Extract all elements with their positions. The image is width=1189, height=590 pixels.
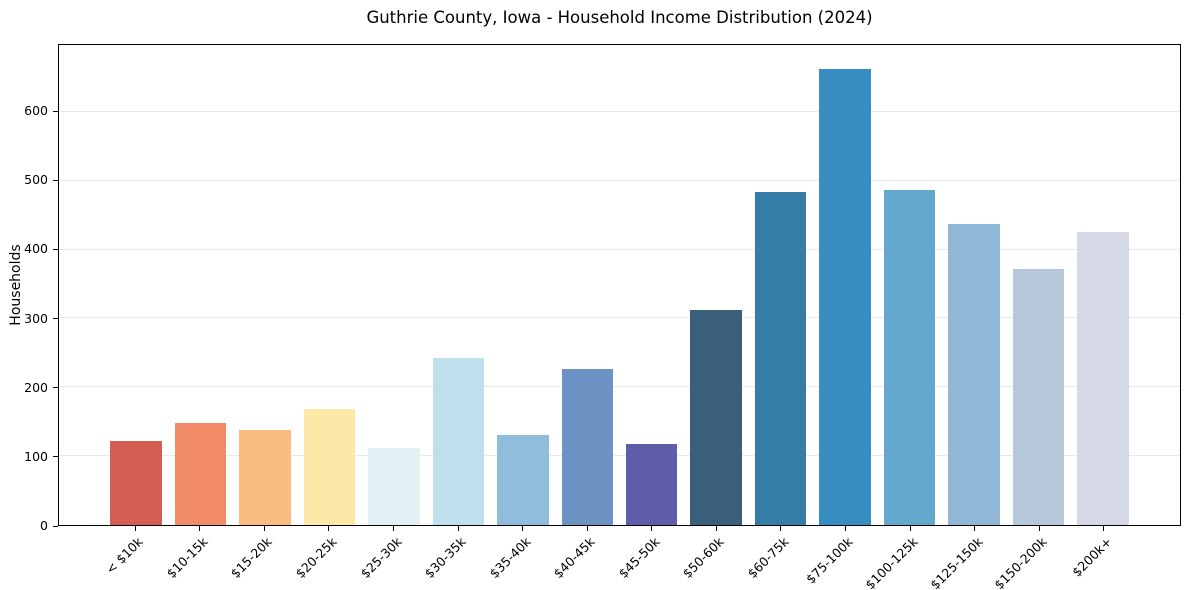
x-tick-label: < $10k bbox=[103, 534, 146, 577]
y-tick-mark bbox=[53, 248, 58, 250]
x-tick-mark bbox=[134, 526, 136, 531]
x-tick-mark bbox=[263, 526, 265, 531]
bar-slot bbox=[297, 45, 361, 525]
gridline bbox=[59, 317, 1180, 319]
bar-slot bbox=[877, 45, 941, 525]
y-tick-mark bbox=[53, 456, 58, 458]
bar-slot bbox=[555, 45, 619, 525]
y-tick-mark bbox=[53, 179, 58, 181]
y-tick-mark bbox=[53, 525, 58, 527]
bar-slot bbox=[426, 45, 490, 525]
gridline bbox=[59, 455, 1180, 457]
x-tick-mark bbox=[457, 526, 459, 531]
x-tick-mark bbox=[199, 526, 201, 531]
bar-slot bbox=[104, 45, 168, 525]
x-tick-mark bbox=[780, 526, 782, 531]
bar-slot bbox=[748, 45, 812, 525]
bar-slot bbox=[491, 45, 555, 525]
bar-slot bbox=[168, 45, 232, 525]
bar-slot bbox=[1071, 45, 1135, 525]
x-tick-mark bbox=[328, 526, 330, 531]
bar-slot bbox=[684, 45, 748, 525]
y-tick-label: 0 bbox=[40, 518, 48, 533]
bar-slot bbox=[942, 45, 1006, 525]
x-tick-mark bbox=[393, 526, 395, 531]
bar-$200k+ bbox=[1077, 231, 1129, 525]
gridline-layer bbox=[59, 45, 1180, 525]
bar-$30-35k bbox=[432, 358, 485, 525]
plot-area bbox=[58, 44, 1181, 526]
x-tick-mark bbox=[974, 526, 976, 531]
gridline bbox=[59, 110, 1180, 112]
bar-$125-150k bbox=[948, 224, 1000, 525]
bar-$100-125k bbox=[883, 190, 936, 525]
y-tick-label: 100 bbox=[24, 448, 48, 464]
x-tick-mark bbox=[1038, 526, 1040, 531]
bar-$35-40k bbox=[497, 434, 549, 525]
x-axis-ticks: < $10k $10-15k $15-20k $20-25k $25-30k $30-35… bbox=[58, 526, 1181, 590]
bar-$20-25k bbox=[303, 408, 356, 525]
bar-$150-200k bbox=[1012, 268, 1065, 525]
gridline bbox=[59, 179, 1180, 181]
bar-$40-45k bbox=[561, 369, 614, 525]
y-tick-mark bbox=[53, 318, 58, 320]
gridline bbox=[59, 386, 1180, 388]
y-tick-label: 500 bbox=[24, 172, 48, 188]
x-tick-mark bbox=[522, 526, 524, 531]
y-tick-label: 200 bbox=[24, 379, 48, 395]
bar-$75-100k bbox=[819, 69, 871, 525]
gridline bbox=[59, 248, 1180, 250]
bar-slot bbox=[620, 45, 684, 525]
x-tick-mark bbox=[844, 526, 846, 531]
y-axis-ticks: 0 100 200 300 400 500 600 bbox=[0, 44, 58, 533]
chart-title: Guthrie County, Iowa - Household Income … bbox=[366, 8, 873, 27]
x-tick-mark bbox=[651, 526, 653, 531]
y-tick-label: 600 bbox=[24, 103, 48, 119]
x-tick-mark bbox=[1103, 526, 1105, 531]
bar-slot bbox=[1006, 45, 1070, 525]
x-tick-mark bbox=[586, 526, 588, 531]
bar-$15-20k bbox=[239, 429, 291, 525]
bar-$10-15k bbox=[174, 423, 227, 525]
bars-layer bbox=[59, 45, 1180, 525]
y-tick-label: 300 bbox=[24, 310, 48, 326]
bar-$25-30k bbox=[368, 447, 420, 525]
x-tick-mark bbox=[909, 526, 911, 531]
bar-$60-75k bbox=[754, 191, 807, 525]
bar-slot bbox=[813, 45, 877, 525]
bar-slot bbox=[233, 45, 297, 525]
y-tick-mark bbox=[53, 110, 58, 112]
y-tick-mark bbox=[53, 387, 58, 389]
bar-$50-60k bbox=[690, 310, 742, 525]
bar-slot bbox=[362, 45, 426, 525]
bar-$45-50k bbox=[625, 443, 678, 525]
y-tick-label: 400 bbox=[24, 241, 48, 257]
bar-< $10k bbox=[110, 440, 162, 525]
x-tick-mark bbox=[715, 526, 717, 531]
